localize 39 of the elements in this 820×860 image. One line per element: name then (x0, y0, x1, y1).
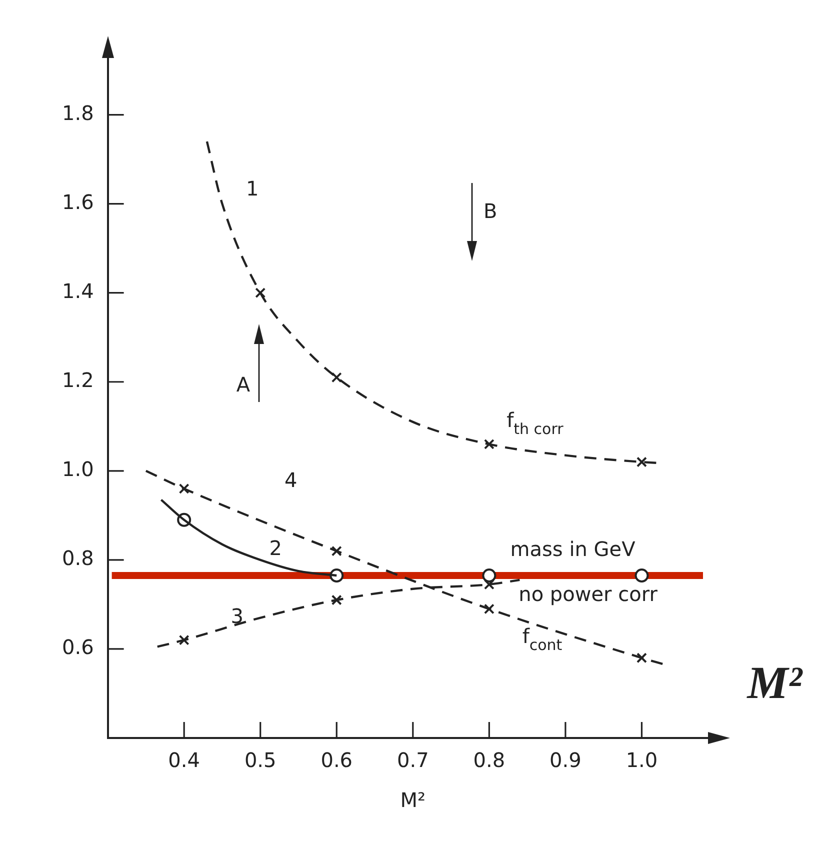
annotation: 3 (230, 604, 244, 628)
x-tick-label: 0.6 (320, 748, 353, 772)
annotation: A (236, 372, 250, 396)
point (178, 483, 190, 494)
x-tick-label: 0.8 (473, 748, 506, 772)
annotation: B (484, 199, 498, 224)
line-series (144, 470, 666, 666)
annotation: 4 (284, 468, 298, 492)
point (178, 634, 190, 646)
annotation: 1 (246, 176, 259, 200)
x-tick-label: 0.5 (244, 748, 276, 772)
point (484, 438, 494, 450)
y-tick-label: 1.2 (62, 368, 94, 392)
x-tick-label: 0.9 (550, 748, 582, 772)
point (331, 546, 342, 556)
y-tick-label: 1.6 (62, 190, 94, 214)
point (636, 456, 647, 468)
line-series (206, 140, 658, 464)
point (484, 579, 494, 590)
y-tick-label: 1.0 (62, 457, 94, 482)
point (255, 288, 266, 298)
annotation: no power corr (518, 582, 658, 606)
x-tick-label: 1.0 (626, 748, 658, 772)
x-axis-title: M² (400, 788, 426, 812)
point (636, 652, 647, 664)
y-tick-label: 1.4 (62, 279, 94, 304)
point (634, 568, 649, 583)
x-tick-label: 0.7 (396, 748, 429, 772)
point (331, 594, 342, 606)
point (331, 372, 342, 383)
y-tick-label: 0.8 (62, 546, 94, 570)
annotation: mass in GeV (510, 537, 636, 562)
y-tick-label: 0.6 (62, 635, 94, 660)
annotation: 2 (269, 536, 282, 560)
y-tick-label: 1.8 (62, 100, 94, 125)
point (484, 604, 494, 614)
text: M² (746, 657, 804, 708)
x-tick-label: 0.4 (168, 748, 200, 772)
point (482, 568, 496, 583)
